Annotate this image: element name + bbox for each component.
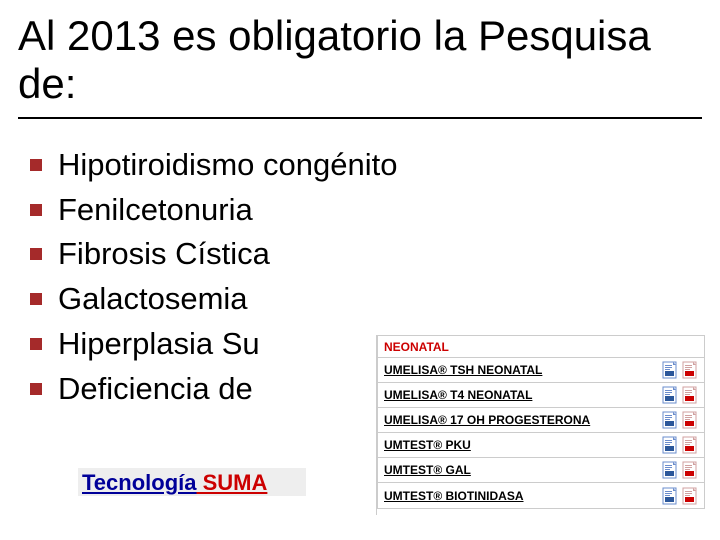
pdf-doc-icon[interactable] (682, 436, 698, 454)
list-item-text: Fenilcetonuria (58, 192, 253, 227)
word-doc-icon[interactable] (662, 436, 678, 454)
pdf-doc-icon[interactable] (682, 487, 698, 505)
pdf-doc-icon[interactable] (682, 361, 698, 379)
product-box: NEONATAL UMELISA® TSH NEONATAL UMELISA® … (377, 335, 705, 509)
product-link[interactable]: UMTEST® BIOTINIDASA (384, 489, 524, 503)
product-icons (662, 461, 698, 479)
product-link[interactable]: UMELISA® TSH NEONATAL (384, 363, 542, 377)
product-box-header: NEONATAL (378, 336, 704, 358)
product-row: UMTEST® PKU (378, 433, 704, 458)
pdf-doc-icon[interactable] (682, 461, 698, 479)
list-item-text: Galactosemia (58, 281, 248, 316)
product-icons (662, 411, 698, 429)
product-row: UMTEST® GAL (378, 458, 704, 483)
product-link[interactable]: UMELISA® 17 OH PROGESTERONA (384, 413, 590, 427)
product-row: UMELISA® TSH NEONATAL (378, 358, 704, 383)
product-link[interactable]: UMTEST® PKU (384, 438, 471, 452)
product-link[interactable]: UMELISA® T4 NEONATAL (384, 388, 532, 402)
product-row: UMELISA® T4 NEONATAL (378, 383, 704, 408)
list-item-text: Hiperplasia Su (58, 326, 260, 361)
word-doc-icon[interactable] (662, 411, 678, 429)
list-item-text: Deficiencia de (58, 371, 253, 406)
product-icons (662, 361, 698, 379)
pdf-doc-icon[interactable] (682, 386, 698, 404)
title-underline (18, 117, 702, 119)
word-doc-icon[interactable] (662, 386, 678, 404)
product-row: UMTEST® BIOTINIDASA (378, 483, 704, 508)
list-item: Hipotiroidismo congénito (30, 143, 720, 188)
tech-label-part2: SUMA (197, 470, 268, 495)
list-item: Galactosemia (30, 277, 720, 322)
word-doc-icon[interactable] (662, 361, 678, 379)
product-icons (662, 436, 698, 454)
product-icons (662, 487, 698, 505)
product-link[interactable]: UMTEST® GAL (384, 463, 471, 477)
list-item: Fibrosis Cística (30, 232, 720, 277)
product-row: UMELISA® 17 OH PROGESTERONA (378, 408, 704, 433)
product-icons (662, 386, 698, 404)
page-title: Al 2013 es obligatorio la Pesquisa de: (0, 0, 720, 117)
list-item-text: Fibrosis Cística (58, 236, 270, 271)
tech-label[interactable]: Tecnología SUMA (82, 470, 267, 496)
list-item-text: Hipotiroidismo congénito (58, 147, 397, 182)
word-doc-icon[interactable] (662, 461, 678, 479)
pdf-doc-icon[interactable] (682, 411, 698, 429)
word-doc-icon[interactable] (662, 487, 678, 505)
tech-label-part1: Tecnología (82, 470, 197, 495)
list-item: Fenilcetonuria (30, 188, 720, 233)
